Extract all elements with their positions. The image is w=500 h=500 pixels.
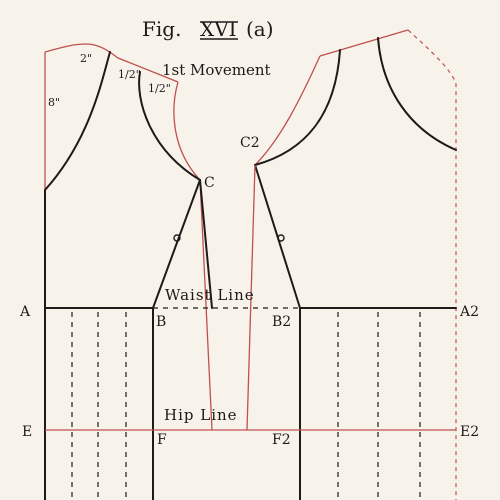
point-F: F (157, 432, 167, 448)
figure-title-prefix: Fig. (142, 17, 181, 41)
back-dart-right (254, 164, 301, 309)
front-side-curve-black (138, 71, 201, 181)
back-shoulder-red (319, 29, 409, 57)
waist-line-label: Waist Line (165, 286, 255, 304)
front-piece (44, 43, 213, 500)
figure-subtitle: 1st Movement (162, 61, 271, 79)
measure-shoulder-a: 1/2" (118, 68, 141, 81)
front-dart-right (199, 179, 213, 309)
point-C: C (204, 175, 215, 191)
hip-line-label: Hip Line (164, 406, 238, 424)
point-B2: B2 (272, 314, 291, 330)
point-B: B (156, 314, 166, 330)
figure-title-suffix: (a) (246, 17, 274, 41)
front-armhole-black (44, 51, 111, 191)
front-dart-left (152, 179, 201, 309)
measure-shoulder-b: 1/2" (148, 82, 171, 95)
back-dart-red (246, 164, 256, 431)
point-A: A (19, 304, 31, 320)
back-piece (246, 29, 457, 500)
point-E: E (22, 424, 32, 440)
notch-front (173, 234, 181, 242)
back-armhole-red (254, 55, 321, 166)
point-C2: C2 (240, 135, 260, 151)
measure-front: 8" (48, 96, 60, 109)
measure-neck: 2" (80, 52, 92, 65)
point-E2: E2 (460, 424, 479, 440)
front-armhole-red (173, 81, 213, 431)
notch-back (277, 234, 285, 242)
figure-title-numeral: XVI (200, 17, 237, 41)
point-A2: A2 (459, 304, 479, 320)
back-armhole-black (254, 49, 341, 166)
back-neck-black (377, 37, 457, 151)
point-F2: F2 (272, 432, 291, 448)
front-neck-red (44, 43, 179, 83)
back-center-red (407, 29, 457, 500)
